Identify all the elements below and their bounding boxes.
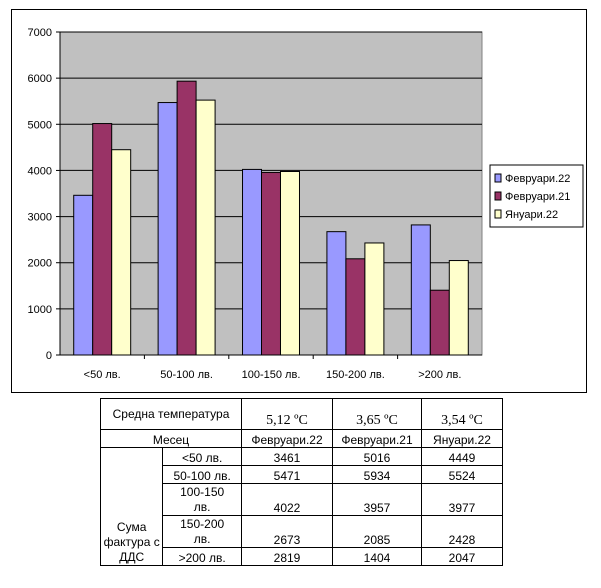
- sum-label: Сума фактура с ДДС: [99, 447, 164, 566]
- y-tick-label: 0: [46, 350, 52, 362]
- bar: [261, 171, 281, 356]
- legend-label: Февруари.21: [505, 191, 570, 203]
- temperature-value: 5,12 ºC: [241, 398, 333, 430]
- table-cell: 4022: [241, 483, 333, 516]
- temperature-value: 3,65 ºC: [332, 398, 422, 430]
- table-cell: 5471: [241, 465, 333, 484]
- table-cell: 2047: [421, 547, 503, 566]
- month-header: Февруари.22: [241, 429, 333, 448]
- x-tick-label: >200 лв.: [418, 369, 461, 381]
- bar: [92, 123, 113, 356]
- table-cell: 3977: [421, 483, 503, 516]
- row-label-text: 100-150 лв.: [180, 485, 225, 514]
- row-label: 150-200 лв.: [162, 515, 242, 548]
- row-label: 100-150 лв.: [162, 483, 242, 516]
- table-row: Сума фактура с ДДС <50 лв. 3461 5016 444…: [99, 447, 503, 566]
- legend-swatch: [494, 173, 502, 183]
- legend-swatch: [494, 209, 502, 219]
- bar: [195, 99, 216, 356]
- bar: [176, 80, 197, 356]
- bar: [364, 242, 385, 356]
- temperature-label: Средна температура: [100, 398, 242, 430]
- month-header: Февруари.21: [332, 429, 422, 448]
- table-cell: 1404: [332, 547, 422, 566]
- table-cell: 2085: [332, 515, 422, 548]
- table-cell: 5934: [332, 465, 422, 484]
- y-tick-label: 6000: [28, 73, 52, 85]
- legend-label: Февруари.22: [505, 173, 570, 185]
- legend-swatch: [494, 191, 502, 201]
- table-cell: 4449: [421, 447, 503, 466]
- table-cell: 2673: [241, 515, 333, 548]
- y-tick-label: 4000: [28, 165, 52, 177]
- bar: [410, 224, 431, 356]
- bar-chart: 0 1000 2000 3000 4000 5000 6000 7000 <50 лв. 50-1…: [28, 27, 584, 381]
- bar: [157, 102, 178, 356]
- temperature-value: 3,54 ºC: [421, 398, 503, 430]
- x-tick-label: 50-100 лв.: [160, 369, 213, 381]
- x-tick-label: 150-200 лв.: [326, 369, 385, 381]
- table-cell: 3461: [241, 447, 333, 466]
- row-label: <50 лв.: [162, 447, 242, 466]
- row-label-text: 150-200 лв.: [180, 517, 225, 546]
- table-row: >200 лв. 2819 1404 2047: [101, 547, 503, 566]
- bar: [73, 194, 94, 356]
- y-tick-label: 3000: [28, 212, 52, 224]
- bar: [326, 231, 347, 356]
- y-tick-label: 2000: [28, 258, 52, 270]
- bar: [111, 149, 132, 356]
- table-row: 100-150 лв. 4022 3957 3977: [101, 483, 503, 516]
- bar: [242, 168, 263, 356]
- chart-frame: 0 1000 2000 3000 4000 5000 6000 7000 <50 лв. 50-1…: [11, 9, 587, 393]
- legend-label: Януари.22: [505, 209, 558, 221]
- month-label: Месец: [100, 429, 242, 448]
- bar: [429, 289, 450, 356]
- x-tick-label: 100-150 лв.: [242, 369, 301, 381]
- table-cell: 2819: [241, 547, 333, 566]
- month-header: Януари.22: [421, 429, 503, 448]
- row-label: 50-100 лв.: [162, 465, 242, 484]
- y-tick-label: 1000: [28, 304, 52, 316]
- table-cell: 5524: [421, 465, 503, 484]
- table-cell: 2428: [421, 515, 503, 548]
- table-cell: 5016: [332, 447, 422, 466]
- table-row: 150-200 лв. 2673 2085 2428: [101, 515, 503, 548]
- bar: [279, 170, 300, 356]
- row-label: >200 лв.: [162, 547, 242, 566]
- legend: [489, 164, 584, 228]
- bar: [448, 260, 469, 356]
- month-row: Месец Февруари.22 Февруари.21 Януари.22: [100, 429, 503, 448]
- x-tick-label: <50 лв.: [84, 369, 121, 381]
- temperature-row: Средна температура 5,12 ºC 3,65 ºC 3,54 …: [100, 398, 503, 430]
- y-tick-label: 7000: [28, 27, 52, 39]
- table-cell: 3957: [332, 483, 422, 516]
- y-tick-label: 5000: [28, 119, 52, 131]
- data-table: Средна температура 5,12 ºC 3,65 ºC 3,54 …: [99, 398, 503, 566]
- bar: [345, 258, 366, 356]
